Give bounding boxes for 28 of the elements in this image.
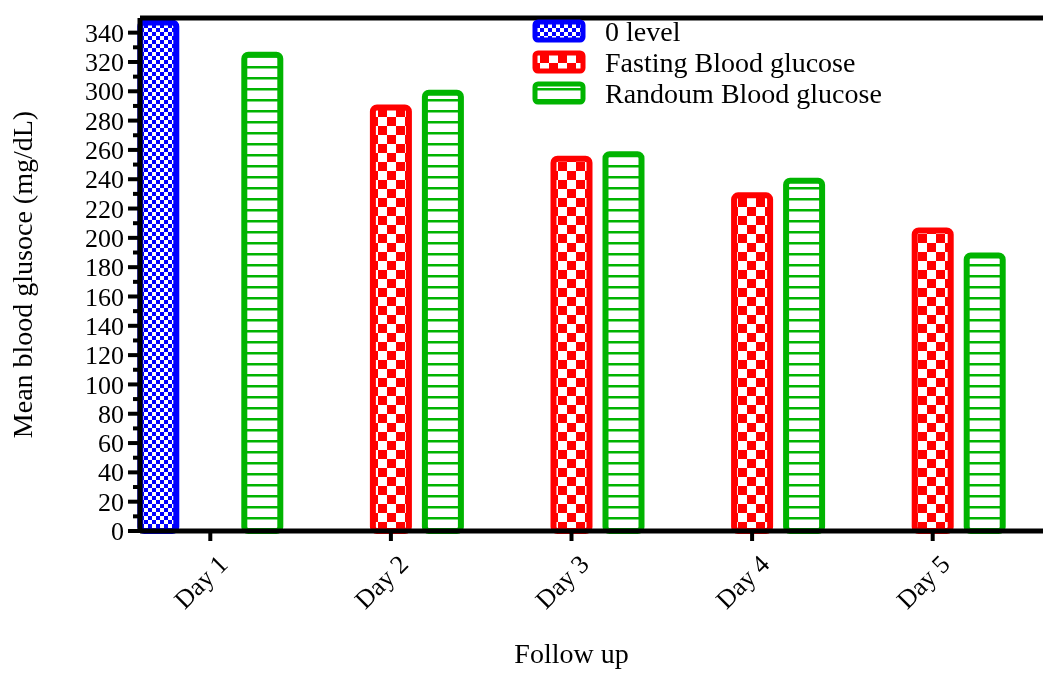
y-tick-label: 20 (98, 487, 124, 517)
y-tick-label: 260 (85, 136, 124, 166)
x-tick-label: Day 4 (710, 549, 776, 615)
y-tick-label: 120 (85, 341, 124, 371)
legend-label: Randoum Blood glucose (605, 77, 882, 109)
y-tick-label: 0 (111, 517, 124, 547)
y-tick-label: 240 (85, 165, 124, 195)
y-tick-label: 200 (85, 223, 124, 253)
y-axis-title: Mean blood glusoce (mg/dL) (7, 110, 38, 439)
y-tick-label: 100 (85, 370, 124, 400)
x-axis-title: Follow up (514, 638, 629, 669)
x-tick-label: Day 3 (529, 549, 595, 615)
x-tick-label: Day 2 (349, 549, 415, 615)
x-tick-label: Day 5 (890, 549, 956, 615)
y-tick-label: 220 (85, 194, 124, 224)
y-tick-label: 300 (85, 77, 124, 107)
y-tick-label: 140 (85, 311, 124, 341)
y-tick-label: 320 (85, 48, 124, 78)
x-tick-label: Day 1 (168, 549, 234, 615)
legend-label: Fasting Blood glucose (605, 46, 856, 78)
y-tick-label: 60 (98, 429, 124, 459)
y-tick-label: 40 (98, 458, 124, 488)
legend-label: 0 level (605, 15, 681, 47)
y-tick-label: 180 (85, 253, 124, 283)
y-tick-label: 160 (85, 282, 124, 312)
y-tick-label: 80 (98, 399, 124, 429)
y-tick-label: 340 (85, 18, 124, 48)
y-tick-label: 280 (85, 106, 124, 136)
